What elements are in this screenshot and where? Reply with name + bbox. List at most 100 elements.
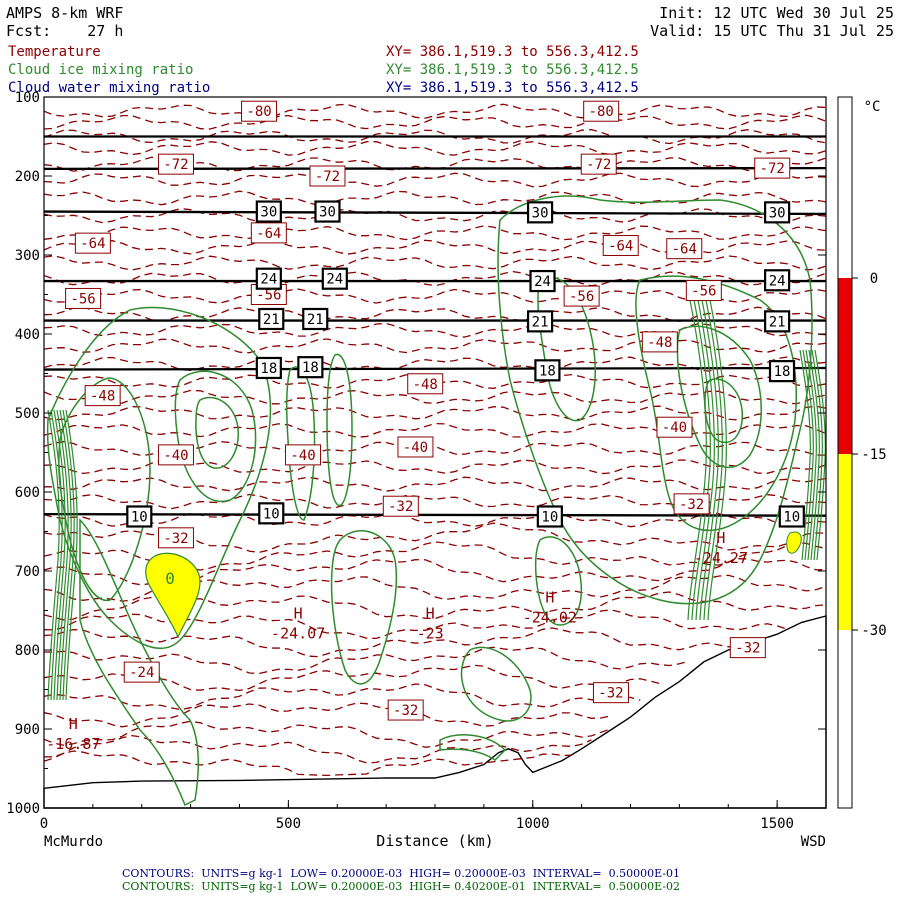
x-tick-label: 500	[276, 816, 301, 832]
temperature-label-box	[157, 153, 194, 175]
isotherm-label-box	[258, 502, 285, 525]
high-marker: H	[426, 604, 435, 622]
xy-temperature: XY= 386.1,519.3 to 556.3,412.5	[386, 44, 639, 60]
cloud-ice-contour	[534, 536, 582, 626]
cloud-water-label: 0	[165, 569, 175, 588]
temperature-label: -72	[586, 157, 611, 173]
temperature-label-box	[74, 232, 111, 254]
high-marker: H	[69, 715, 78, 733]
colorbar-tick-label: -30	[861, 623, 886, 639]
temperature-isotherm	[43, 322, 827, 338]
temperature-label-box	[157, 527, 194, 549]
temperature-isotherm	[43, 207, 827, 224]
temperature-label: -56	[569, 289, 594, 305]
isotherm-label: 30	[260, 205, 277, 221]
colorbar-outline	[837, 96, 853, 809]
temperature-isotherm	[44, 476, 827, 492]
cloud-ice-contour	[65, 409, 78, 701]
isotherm-label: 30	[769, 205, 786, 221]
y-tick-label: 900	[15, 722, 40, 738]
xy-cloud-ice: XY= 386.1,519.3 to 556.3,412.5	[386, 62, 639, 78]
temperature-label-box	[602, 235, 639, 257]
isotherm-label-box	[302, 307, 329, 331]
temperature-label: -64	[256, 226, 281, 242]
y-tick-label: 300	[15, 248, 40, 264]
cloud-ice-contour	[195, 396, 239, 469]
temperature-label-box	[592, 682, 629, 704]
isotherm-label-box	[321, 267, 348, 290]
field-name-cloud-ice: Cloud ice mixing ratio	[8, 62, 194, 78]
colorbar-segment	[838, 278, 852, 454]
temperature-label: -32	[735, 641, 760, 657]
temperature-label: -64	[672, 242, 697, 258]
isotherm-label-box	[526, 201, 554, 224]
y-tick-label: 200	[15, 169, 40, 185]
isotherm-label: 24	[534, 274, 551, 290]
cloud-ice-contour	[174, 370, 257, 503]
isotherm-label: 21	[307, 312, 324, 328]
isotherm-label-box	[297, 356, 324, 379]
temperature-isotherm	[43, 720, 612, 748]
temperature-label-box	[754, 157, 791, 179]
temperature-label: -80	[589, 104, 614, 120]
temperature-isotherm	[43, 190, 827, 206]
temperature-isotherm	[43, 609, 788, 640]
cloud-ice-contour	[808, 349, 820, 561]
isotherm-label-box	[126, 505, 153, 528]
isotherm-label-box	[255, 356, 282, 380]
x-start-location: McMurdo	[44, 834, 103, 850]
cloud-ice-contour	[703, 299, 723, 621]
temperature-isotherm	[43, 225, 827, 241]
cloud-water-region	[786, 531, 802, 554]
temperature-isotherm	[43, 255, 827, 271]
high-value: -16.87	[46, 735, 100, 753]
temperature-label: -32	[393, 703, 418, 719]
temperature-label-box	[123, 661, 160, 683]
high-value: -24.27	[694, 549, 748, 567]
x-end-location: WSD	[801, 834, 826, 850]
temperature-label-box	[84, 385, 121, 407]
isotherm-label-box	[314, 200, 341, 223]
isotherm-label: 10	[131, 509, 148, 525]
temperature-label: -48	[413, 377, 438, 393]
temperature-isotherm	[43, 646, 690, 675]
isotherm-label-box	[778, 505, 805, 528]
cloud-ice-contour	[79, 518, 200, 807]
isotherm-label: 10	[541, 509, 558, 525]
xy-cloud-water: XY= 386.1,519.3 to 556.3,412.5	[386, 80, 639, 96]
cloud-ice-contour	[699, 299, 719, 621]
isotherm-label-box	[526, 310, 554, 333]
isotherm-label-box	[258, 307, 285, 331]
temperature-label-box	[407, 373, 444, 395]
isotherm-label-box	[768, 360, 796, 383]
temperature-label: -72	[760, 161, 785, 177]
isotherm-label-box	[534, 359, 561, 382]
cloud-ice-contour	[460, 646, 532, 722]
temperature-isotherm	[43, 683, 641, 711]
isotherm-label-box	[255, 267, 282, 290]
temperature-isotherm	[43, 338, 827, 354]
temperature-isotherm	[43, 270, 827, 287]
temperature-label: -32	[163, 531, 188, 547]
temperature-isotherm	[43, 511, 827, 528]
temperature-label: -24	[129, 665, 154, 681]
temperature-isotherm	[43, 306, 827, 322]
cloud-ice-contour	[58, 377, 151, 601]
temperature-isotherm	[43, 627, 739, 658]
field-name-temperature: Temperature	[8, 44, 101, 60]
isotherm-label-box	[536, 505, 563, 528]
cloud-ice-contour	[695, 299, 715, 621]
temperature-label: -48	[90, 389, 115, 405]
cloud-ice-contour	[53, 409, 66, 701]
temperature-label: -48	[647, 335, 672, 351]
y-tick-label: 600	[15, 485, 40, 501]
isotherm-label: 18	[539, 363, 556, 379]
y-tick-label: 1000	[6, 801, 40, 817]
temperature-label: -40	[662, 420, 687, 436]
temperature-isotherm	[43, 405, 827, 421]
temperature-isotherm	[43, 702, 612, 728]
x-tick-label: 0	[40, 816, 48, 832]
fcst-label: Fcst:	[6, 22, 52, 40]
temperature-label-box	[685, 280, 722, 302]
colorbar-unit: °C	[864, 99, 881, 115]
